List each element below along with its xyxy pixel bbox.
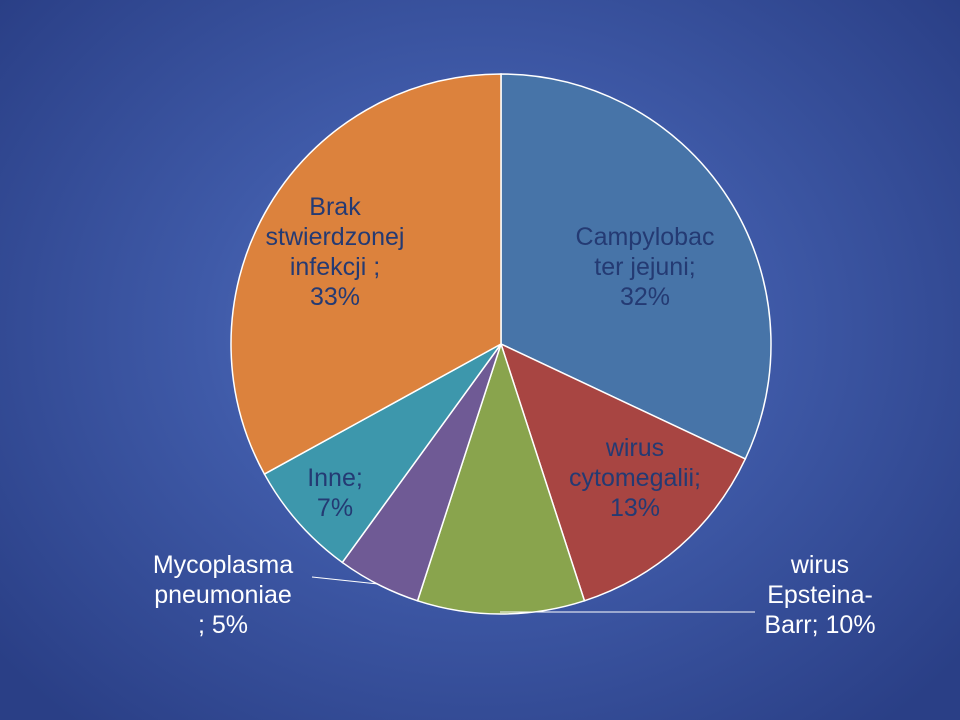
slice-label-campylobacter: Campylobac ter jejuni; 32%	[575, 223, 715, 311]
leader-line-mycoplasma	[311, 576, 379, 585]
pie-slice-brak	[230, 73, 502, 476]
slice-label-brak: Brak stwierdzonej infekcji ; 33%	[265, 193, 405, 311]
pie-slice-cytomegalii	[499, 342, 747, 602]
pie-slice-campylobacter	[500, 73, 772, 460]
slice-label-mycoplasma: Mycoplasma pneumoniae ; 5%	[152, 551, 294, 639]
slice-label-epstein-barr: wirus Epsteina- Barr; 10%	[764, 551, 876, 639]
slice-label-cytomegalii: wirus cytomegalii; 13%	[569, 434, 701, 522]
pie-slice-inne	[263, 343, 502, 564]
pie-slice-epstein-barr	[416, 341, 586, 615]
slice-label-inne: Inne; 7%	[307, 464, 363, 522]
